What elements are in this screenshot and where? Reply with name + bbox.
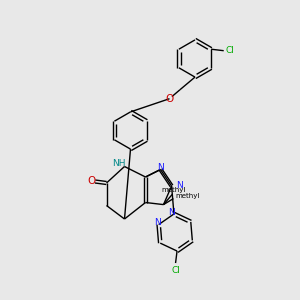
Text: methyl: methyl (176, 193, 200, 199)
Text: N: N (154, 218, 161, 227)
Text: methyl: methyl (162, 187, 186, 193)
Text: Cl: Cl (225, 46, 234, 55)
Text: O: O (165, 94, 174, 104)
Text: O: O (87, 176, 96, 187)
Text: N: N (158, 163, 164, 172)
Text: N: N (176, 181, 182, 190)
Text: Cl: Cl (171, 266, 180, 275)
Text: NH: NH (112, 159, 126, 168)
Text: N: N (168, 208, 175, 217)
